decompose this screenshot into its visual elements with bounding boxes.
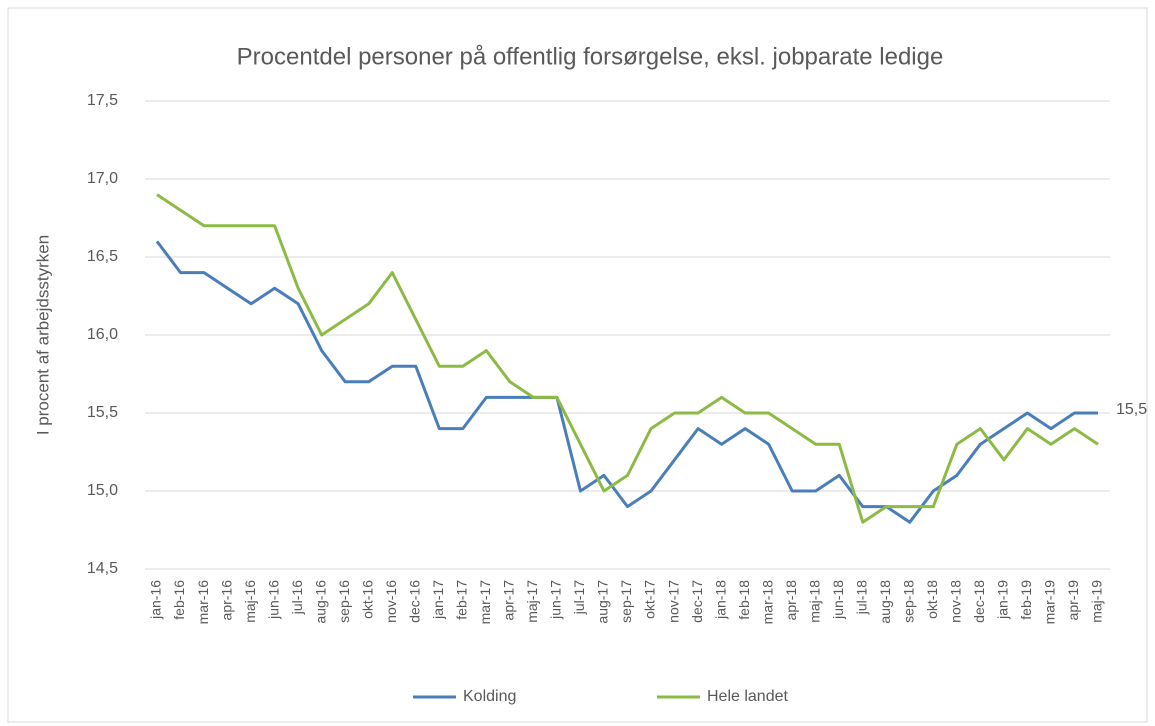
x-tick-label: sep-18: [901, 580, 917, 623]
x-tick-label: maj-16: [242, 580, 258, 623]
x-tick-label: nov-17: [665, 580, 681, 623]
x-tick-label: maj-19: [1089, 580, 1105, 623]
x-tick-label: dec-16: [406, 580, 422, 623]
x-tick-label: mar-18: [759, 580, 775, 625]
x-tick-label: aug-17: [595, 580, 611, 624]
x-tick-label: aug-18: [877, 580, 893, 624]
y-tick-label: 14,5: [87, 560, 118, 577]
x-tick-label: okt-18: [924, 580, 940, 619]
x-tick-label: jul-16: [289, 580, 305, 615]
x-tick-label: okt-17: [642, 580, 658, 619]
x-tick-label: apr-19: [1065, 580, 1081, 621]
x-tick-label: dec-18: [971, 580, 987, 623]
x-tick-label: mar-17: [477, 580, 493, 625]
x-tick-label: jul-18: [853, 580, 869, 615]
x-tick-label: mar-16: [195, 580, 211, 625]
x-tick-label: jan-18: [712, 580, 728, 620]
x-tick-label: apr-17: [501, 580, 517, 621]
y-tick-label: 17,5: [87, 92, 118, 109]
x-tick-label: apr-18: [783, 580, 799, 621]
x-tick-label: maj-18: [806, 580, 822, 623]
x-tick-label: okt-16: [359, 580, 375, 619]
x-tick-label: feb-18: [736, 580, 752, 620]
x-tick-label: jan-19: [995, 580, 1011, 620]
x-tick-label: feb-19: [1018, 580, 1034, 620]
x-tick-label: nov-16: [383, 580, 399, 623]
x-tick-label: jan-16: [148, 580, 164, 620]
x-tick-label: jun-17: [548, 580, 564, 620]
x-tick-label: nov-18: [948, 580, 964, 623]
chart-title: Procentdel personer på offentlig forsørg…: [237, 43, 944, 70]
y-axis-label: I procent af arbejdsstyrken: [33, 235, 52, 435]
x-tick-label: sep-16: [336, 580, 352, 623]
x-tick-label: feb-17: [454, 580, 470, 620]
x-tick-label: apr-16: [218, 580, 234, 621]
x-tick-label: maj-17: [524, 580, 540, 623]
x-tick-label: jan-17: [430, 580, 446, 620]
x-tick-label: dec-17: [689, 580, 705, 623]
x-tick-label: aug-16: [312, 580, 328, 624]
y-tick-label: 17,0: [87, 170, 118, 187]
y-tick-label: 16,0: [87, 326, 118, 343]
x-tick-label: jul-17: [571, 580, 587, 615]
y-tick-label: 16,5: [87, 248, 118, 265]
line-series: [156, 193, 1099, 524]
chart-border: [7, 7, 1148, 723]
x-tick-label: sep-17: [618, 580, 634, 623]
x-tick-label: jun-18: [830, 580, 846, 620]
x-tick-label: mar-19: [1042, 580, 1058, 625]
x-tick-label: jun-16: [265, 580, 281, 620]
y-tick-label: 15,5: [87, 404, 118, 421]
x-tick-label: feb-16: [171, 580, 187, 620]
legend-label: Hele landet: [707, 688, 789, 705]
legend-label: Kolding: [463, 688, 516, 705]
data-label: 15,5: [1116, 401, 1147, 418]
y-tick-label: 15,0: [87, 482, 118, 499]
